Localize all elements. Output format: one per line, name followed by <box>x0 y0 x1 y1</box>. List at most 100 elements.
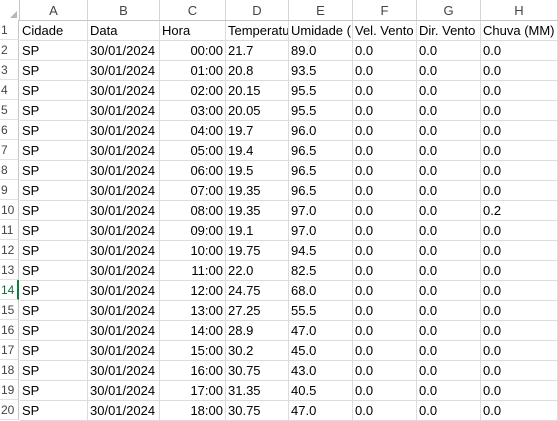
table-cell[interactable]: 0.0 <box>353 401 417 421</box>
table-cell[interactable]: 0.0 <box>353 381 417 401</box>
table-cell[interactable]: 20.05 <box>226 101 289 121</box>
table-cell[interactable]: SP <box>20 221 88 241</box>
table-cell[interactable]: 0.0 <box>353 281 417 301</box>
row-header-12[interactable]: 12 <box>0 240 19 260</box>
row-header-17[interactable]: 17 <box>0 340 19 360</box>
table-cell[interactable]: 0.0 <box>353 61 417 81</box>
table-cell[interactable]: SP <box>20 41 88 61</box>
table-cell[interactable]: 02:00 <box>160 81 226 101</box>
table-cell[interactable]: 00:00 <box>160 41 226 61</box>
table-cell[interactable]: 30/01/2024 <box>88 41 160 61</box>
table-cell[interactable]: 0.0 <box>481 381 558 401</box>
table-cell[interactable]: 15:00 <box>160 341 226 361</box>
table-cell[interactable]: 27.25 <box>226 301 289 321</box>
table-cell[interactable]: 0.0 <box>481 181 558 201</box>
table-cell[interactable]: 05:00 <box>160 141 226 161</box>
row-header-14[interactable]: 14 <box>0 280 19 300</box>
table-cell[interactable]: 10:00 <box>160 241 226 261</box>
table-cell[interactable]: 04:00 <box>160 121 226 141</box>
table-cell[interactable]: SP <box>20 141 88 161</box>
table-cell[interactable]: 0.0 <box>417 181 481 201</box>
table-cell[interactable]: 96.0 <box>289 121 353 141</box>
column-header-b[interactable]: B <box>88 0 160 20</box>
table-cell[interactable]: 0.0 <box>481 61 558 81</box>
table-cell[interactable]: 19.35 <box>226 181 289 201</box>
row-header-13[interactable]: 13 <box>0 260 19 280</box>
row-header-5[interactable]: 5 <box>0 100 19 120</box>
table-cell[interactable]: 30/01/2024 <box>88 121 160 141</box>
table-cell[interactable]: 13:00 <box>160 301 226 321</box>
row-header-8[interactable]: 8 <box>0 160 19 180</box>
table-cell[interactable]: 0.0 <box>481 361 558 381</box>
table-cell[interactable]: 30/01/2024 <box>88 261 160 281</box>
table-cell[interactable]: 19.7 <box>226 121 289 141</box>
table-cell[interactable]: 0.0 <box>417 141 481 161</box>
table-cell[interactable]: 47.0 <box>289 321 353 341</box>
table-cell[interactable]: 30/01/2024 <box>88 281 160 301</box>
column-header-f[interactable]: F <box>353 0 417 20</box>
row-header-4[interactable]: 4 <box>0 80 19 100</box>
table-cell[interactable]: 30/01/2024 <box>88 61 160 81</box>
row-header-16[interactable]: 16 <box>0 320 19 340</box>
table-cell[interactable]: SP <box>20 101 88 121</box>
table-cell[interactable]: SP <box>20 241 88 261</box>
table-cell[interactable]: 31.35 <box>226 381 289 401</box>
table-cell[interactable]: 17:00 <box>160 381 226 401</box>
table-cell[interactable]: 30/01/2024 <box>88 381 160 401</box>
table-cell[interactable]: 18:00 <box>160 401 226 421</box>
table-cell[interactable]: 30.75 <box>226 401 289 421</box>
table-cell[interactable]: 0.0 <box>417 101 481 121</box>
table-cell[interactable]: 0.0 <box>417 121 481 141</box>
table-cell[interactable]: SP <box>20 301 88 321</box>
table-cell[interactable]: 55.5 <box>289 301 353 321</box>
table-cell[interactable]: 01:00 <box>160 61 226 81</box>
table-cell[interactable]: 30/01/2024 <box>88 301 160 321</box>
table-cell[interactable]: 97.0 <box>289 221 353 241</box>
table-cell[interactable]: 95.5 <box>289 101 353 121</box>
table-cell[interactable]: SP <box>20 201 88 221</box>
table-cell[interactable]: 30/01/2024 <box>88 401 160 421</box>
table-cell[interactable]: 96.5 <box>289 181 353 201</box>
table-cell[interactable]: 30/01/2024 <box>88 141 160 161</box>
table-cell[interactable]: 20.8 <box>226 61 289 81</box>
header-cell[interactable]: Umidade ( <box>289 21 353 41</box>
table-cell[interactable]: 0.0 <box>417 341 481 361</box>
table-cell[interactable]: 0.0 <box>481 221 558 241</box>
table-cell[interactable]: 30/01/2024 <box>88 161 160 181</box>
table-cell[interactable]: 82.5 <box>289 261 353 281</box>
table-cell[interactable]: 0.0 <box>353 41 417 61</box>
row-header-2[interactable]: 2 <box>0 40 19 60</box>
table-cell[interactable]: 30/01/2024 <box>88 241 160 261</box>
table-cell[interactable]: 0.0 <box>353 301 417 321</box>
table-cell[interactable]: 0.0 <box>481 321 558 341</box>
table-cell[interactable]: 0.0 <box>353 261 417 281</box>
table-cell[interactable]: 22.0 <box>226 261 289 281</box>
table-cell[interactable]: 0.0 <box>353 81 417 101</box>
table-cell[interactable]: 0.0 <box>481 141 558 161</box>
row-header-20[interactable]: 20 <box>0 400 19 420</box>
row-header-9[interactable]: 9 <box>0 180 19 200</box>
table-cell[interactable]: 0.0 <box>481 261 558 281</box>
table-cell[interactable]: SP <box>20 381 88 401</box>
table-cell[interactable]: 94.5 <box>289 241 353 261</box>
table-cell[interactable]: 0.0 <box>417 401 481 421</box>
table-cell[interactable]: 43.0 <box>289 361 353 381</box>
row-header-18[interactable]: 18 <box>0 360 19 380</box>
table-cell[interactable]: 0.0 <box>353 361 417 381</box>
row-header-11[interactable]: 11 <box>0 220 19 240</box>
header-cell[interactable]: Data <box>88 21 160 41</box>
table-cell[interactable]: 19.1 <box>226 221 289 241</box>
table-cell[interactable]: 97.0 <box>289 201 353 221</box>
header-cell[interactable]: Dir. Vento <box>417 21 481 41</box>
table-cell[interactable]: 0.0 <box>353 161 417 181</box>
table-cell[interactable]: 30/01/2024 <box>88 201 160 221</box>
table-cell[interactable]: 0.0 <box>417 321 481 341</box>
table-cell[interactable]: SP <box>20 81 88 101</box>
table-cell[interactable]: 30/01/2024 <box>88 321 160 341</box>
table-cell[interactable]: 30/01/2024 <box>88 361 160 381</box>
table-cell[interactable]: 16:00 <box>160 361 226 381</box>
table-cell[interactable]: 0.0 <box>353 141 417 161</box>
table-cell[interactable]: 0.0 <box>353 101 417 121</box>
column-header-c[interactable]: C <box>160 0 226 20</box>
table-cell[interactable]: 0.0 <box>481 241 558 261</box>
